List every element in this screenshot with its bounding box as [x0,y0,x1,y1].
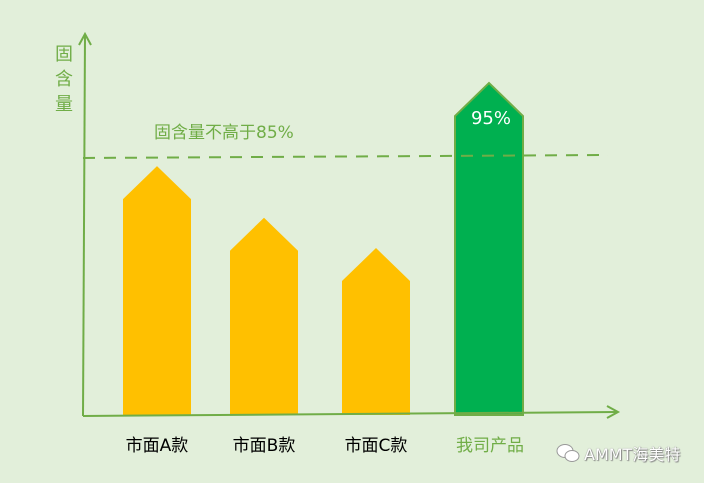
x-tick-label: 市面B款 [232,436,296,456]
threshold-label: 固含量不高于85% [154,123,294,143]
x-tick-label: 市面A款 [125,436,189,456]
data-label-ours: 95% [471,108,511,129]
watermark-text: AMMT海美特 [584,445,681,464]
bar-4 [454,81,524,416]
x-tick-label: 我司产品 [456,436,524,456]
wechat-icon [556,444,580,462]
x-axis [82,411,618,417]
threshold-line [82,154,609,159]
x-axis-arrow [606,405,621,419]
bar-3 [342,248,410,415]
y-axis [82,34,86,417]
y-axis-arrow [78,31,92,46]
bar-2 [230,217,298,415]
y-axis-label: 固含量 [55,44,73,115]
x-tick-label: 市面C款 [344,436,408,456]
watermark: AMMT海美特 [556,441,680,465]
bar-1 [123,166,191,415]
